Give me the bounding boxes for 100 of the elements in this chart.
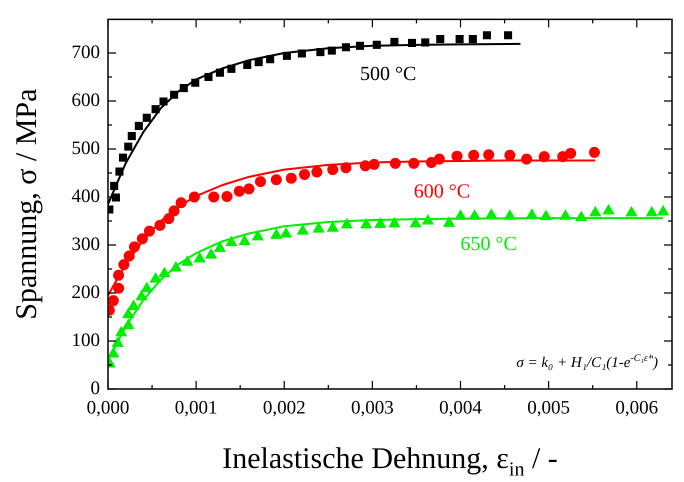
point (154, 220, 166, 231)
point (372, 40, 381, 49)
x-tick-label: 0,005 (527, 397, 570, 418)
point (112, 336, 124, 347)
point (234, 186, 245, 197)
x-tick-label: 0,003 (351, 397, 394, 418)
point (342, 43, 350, 52)
point (205, 248, 217, 259)
point (588, 146, 600, 158)
point (238, 235, 250, 246)
point (204, 72, 212, 82)
point (521, 154, 532, 165)
point (408, 158, 420, 169)
series-label: 500 °C (360, 62, 416, 85)
point (270, 174, 282, 186)
y-tick-label: 700 (72, 42, 100, 63)
point (124, 250, 135, 262)
point (421, 38, 430, 46)
point (538, 151, 550, 162)
point (227, 64, 236, 73)
point (483, 149, 494, 160)
point (159, 97, 168, 106)
point (443, 216, 455, 227)
y-tick-label: 200 (72, 282, 100, 303)
point (118, 259, 130, 270)
point (221, 191, 232, 202)
y-tick-label: 400 (72, 186, 100, 207)
point (118, 154, 128, 162)
point (408, 38, 416, 47)
point (327, 222, 338, 232)
point (504, 150, 516, 161)
point (565, 148, 576, 159)
y-tick-label: 500 (72, 138, 100, 159)
point (282, 52, 291, 60)
point (270, 228, 282, 239)
point (108, 347, 119, 358)
point (486, 208, 498, 219)
point (158, 267, 170, 278)
point (657, 205, 669, 216)
point (436, 35, 444, 44)
point (410, 217, 422, 228)
point (388, 217, 400, 228)
point (226, 236, 238, 246)
point (356, 42, 364, 50)
point (182, 256, 194, 266)
point (115, 168, 124, 176)
point (504, 31, 512, 40)
point (468, 150, 480, 161)
point (468, 210, 480, 220)
y-tick-label: 100 (72, 330, 100, 351)
point (298, 49, 306, 58)
point (112, 193, 120, 202)
point (286, 172, 297, 184)
point (590, 206, 602, 216)
point (540, 210, 552, 220)
point (340, 162, 352, 174)
point (168, 205, 180, 216)
point (128, 241, 140, 252)
point (152, 105, 160, 114)
point (124, 142, 132, 151)
point (422, 214, 434, 224)
point (108, 295, 119, 306)
point (208, 192, 220, 202)
point (122, 308, 134, 318)
x-tick-label: 0,006 (615, 397, 658, 418)
point (328, 46, 336, 55)
point (243, 60, 252, 70)
series-label: 650 °C (460, 233, 517, 256)
point (576, 211, 587, 222)
point (134, 122, 143, 130)
point (170, 90, 178, 99)
point (560, 210, 572, 220)
y-tick-label: 600 (72, 90, 100, 111)
point (311, 166, 322, 178)
point (188, 192, 200, 202)
point (113, 270, 124, 281)
point (244, 183, 254, 194)
point (626, 206, 638, 216)
x-tick-label: 0,004 (439, 397, 482, 418)
point (390, 158, 401, 169)
point (456, 35, 464, 44)
point (602, 204, 614, 214)
point (312, 222, 324, 233)
point (434, 154, 445, 165)
point (646, 206, 658, 216)
point (266, 55, 274, 64)
point (141, 282, 152, 292)
point (426, 156, 437, 168)
series-label: 600 °C (414, 180, 470, 202)
point (180, 84, 188, 92)
point (297, 224, 308, 235)
point (142, 114, 151, 122)
point (280, 227, 292, 238)
point (360, 218, 372, 228)
point (504, 210, 516, 220)
point (468, 35, 477, 44)
x-tick-label: 0,001 (174, 397, 218, 418)
point (116, 326, 127, 336)
y-tick-label: 0 (90, 378, 100, 399)
y-tick-label: 300 (72, 234, 100, 255)
